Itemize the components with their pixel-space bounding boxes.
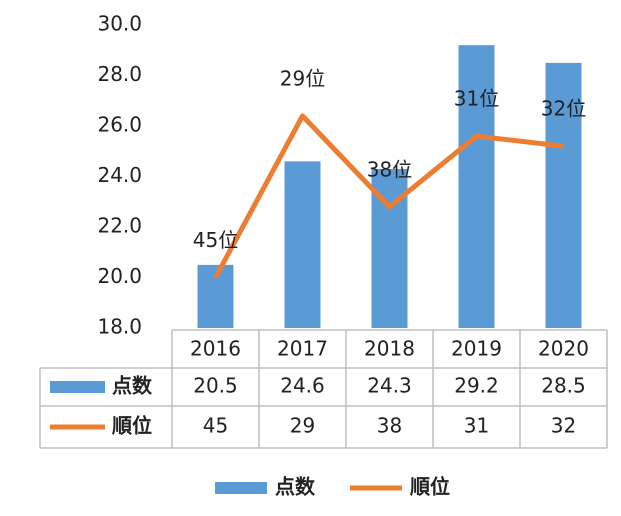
table-cell: 24.3 xyxy=(367,374,412,398)
legend-key xyxy=(215,482,267,494)
x-tick-label: 2017 xyxy=(277,337,328,361)
table-cell: 45 xyxy=(203,414,228,438)
y-tick-label: 24.0 xyxy=(97,163,142,187)
x-tick-label: 2019 xyxy=(451,337,502,361)
y-tick-label: 20.0 xyxy=(97,264,142,288)
table-cell: 20.5 xyxy=(193,374,238,398)
data-label: 29位 xyxy=(280,66,325,90)
x-tick-label: 2020 xyxy=(538,337,589,361)
table-cell: 29.2 xyxy=(454,374,499,398)
bar xyxy=(458,45,495,328)
y-tick-label: 30.0 xyxy=(97,12,142,36)
table-cell: 32 xyxy=(551,414,576,438)
table-row-label: 点数 xyxy=(112,374,153,398)
y-tick-label: 22.0 xyxy=(97,214,142,238)
table-cell: 31 xyxy=(464,414,489,438)
y-tick-label: 18.0 xyxy=(97,315,142,339)
legend-label: 順位 xyxy=(410,475,450,499)
table-cell: 29 xyxy=(290,414,315,438)
y-tick-label: 26.0 xyxy=(97,113,142,137)
table-cell: 28.5 xyxy=(541,374,586,398)
line xyxy=(213,113,564,279)
data-label: 32位 xyxy=(541,97,586,121)
data-label: 38位 xyxy=(367,157,412,181)
data-label: 45位 xyxy=(193,228,238,252)
table-cell: 38 xyxy=(377,414,402,438)
x-tick-label: 2018 xyxy=(364,337,415,361)
legend-key xyxy=(50,381,105,393)
legend-label: 点数 xyxy=(275,475,316,499)
bar xyxy=(284,161,321,328)
x-tick-label: 2016 xyxy=(190,337,241,361)
bar xyxy=(545,62,582,328)
table-row-label: 順位 xyxy=(112,414,152,438)
table-cell: 24.6 xyxy=(280,374,325,398)
data-label: 31位 xyxy=(454,87,499,111)
y-tick-label: 28.0 xyxy=(97,62,142,86)
